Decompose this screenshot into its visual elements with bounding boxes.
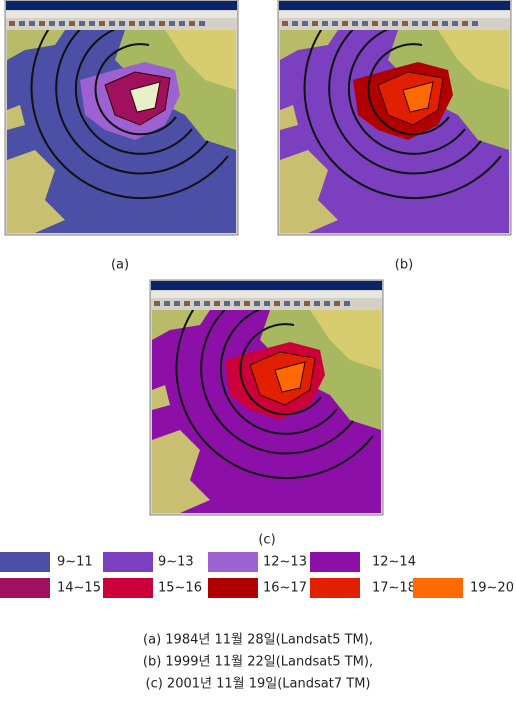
menu-bar [151, 291, 382, 298]
toolbar-icon [154, 301, 160, 306]
figure-canvas: (a) (b) (c) (a) 1984년 11월 28일(Landsat5 T… [0, 0, 516, 701]
legend-swatch [0, 552, 50, 572]
toolbar-icon [224, 301, 230, 306]
map-window [278, 0, 511, 235]
toolbar-icon [19, 21, 25, 26]
toolbar-icon [422, 21, 428, 26]
caption-line: (a) 1984년 11월 28일(Landsat5 TM), [143, 633, 373, 648]
title-bar [279, 1, 510, 10]
toolbar-icon [99, 21, 105, 26]
toolbar-icon [109, 21, 115, 26]
toolbar-icon [179, 21, 185, 26]
legend-swatch [208, 552, 258, 572]
legend-label: 12∼13 [263, 555, 307, 570]
map [7, 0, 236, 233]
toolbar-icon [174, 301, 180, 306]
title-bar [6, 1, 237, 10]
toolbar-icon [184, 301, 190, 306]
map-window [5, 0, 238, 235]
toolbar-icon [292, 21, 298, 26]
toolbar-icon [69, 21, 75, 26]
legend-swatch [0, 578, 50, 598]
toolbar-icon [392, 21, 398, 26]
toolbar-icon [324, 301, 330, 306]
toolbar-icon [314, 301, 320, 306]
toolbar-icon [234, 301, 240, 306]
caption-line: (b) 1999년 11월 22일(Landsat5 TM), [143, 655, 373, 670]
title-bar [151, 281, 382, 290]
legend-swatch [208, 578, 258, 598]
toolbar-icon [294, 301, 300, 306]
legend-label: 9∼11 [57, 555, 93, 570]
caption-line: (c) 2001년 11월 19일(Landsat7 TM) [146, 677, 371, 692]
toolbar-icon [322, 21, 328, 26]
legend-swatch [103, 552, 153, 572]
toolbar-icon [342, 21, 348, 26]
toolbar-icon [89, 21, 95, 26]
legend-swatch [103, 578, 153, 598]
map-window [150, 258, 383, 515]
toolbar-icon [372, 21, 378, 26]
toolbar-icon [344, 301, 350, 306]
toolbar-icon [452, 21, 458, 26]
legend-label: 15∼16 [158, 581, 202, 596]
toolbar-icon [304, 301, 310, 306]
toolbar-icon [199, 21, 205, 26]
toolbar-icon [412, 21, 418, 26]
legend-label: 12∼14 [372, 555, 416, 570]
legend-label: 16∼17 [263, 581, 307, 596]
toolbar-icon [332, 21, 338, 26]
legend-swatch [310, 578, 360, 598]
legend-label: 17∼18 [372, 581, 416, 596]
toolbar-icon [284, 301, 290, 306]
toolbar-icon [39, 21, 45, 26]
panel-label: (b) [395, 258, 413, 273]
toolbar-icon [282, 21, 288, 26]
toolbar-icon [382, 21, 388, 26]
toolbar-icon [169, 21, 175, 26]
toolbar-icon [204, 301, 210, 306]
toolbar-icon [312, 21, 318, 26]
panel-label: (c) [258, 533, 275, 548]
figure: (a) (b) (c) (a) 1984년 11월 28일(Landsat5 T… [0, 0, 516, 701]
toolbar-icon [462, 21, 468, 26]
legend-label: 9∼13 [158, 555, 194, 570]
toolbar-icon [159, 21, 165, 26]
panel-label: (a) [111, 258, 129, 273]
menu-bar [6, 11, 237, 18]
toolbar-icon [254, 301, 260, 306]
toolbar-icon [29, 21, 35, 26]
toolbar-icon [274, 301, 280, 306]
toolbar-icon [189, 21, 195, 26]
toolbar-icon [9, 21, 15, 26]
legend-swatch [413, 578, 463, 598]
toolbar-icon [214, 301, 220, 306]
toolbar-icon [49, 21, 55, 26]
map [280, 0, 509, 233]
toolbar-icon [362, 21, 368, 26]
toolbar-icon [79, 21, 85, 26]
toolbar-icon [472, 21, 478, 26]
toolbar-icon [432, 21, 438, 26]
toolbar-icon [129, 21, 135, 26]
toolbar-icon [442, 21, 448, 26]
toolbar-icon [402, 21, 408, 26]
menu-bar [279, 11, 510, 18]
toolbar-icon [194, 301, 200, 306]
legend-label: 19∼20 [470, 581, 514, 596]
legend-swatch [310, 552, 360, 572]
toolbar-icon [352, 21, 358, 26]
toolbar-icon [264, 301, 270, 306]
toolbar-icon [119, 21, 125, 26]
toolbar-icon [59, 21, 65, 26]
toolbar-icon [244, 301, 250, 306]
toolbar-icon [164, 301, 170, 306]
legend-label: 14∼15 [57, 581, 101, 596]
toolbar-icon [334, 301, 340, 306]
toolbar-icon [139, 21, 145, 26]
toolbar-icon [149, 21, 155, 26]
toolbar-icon [302, 21, 308, 26]
